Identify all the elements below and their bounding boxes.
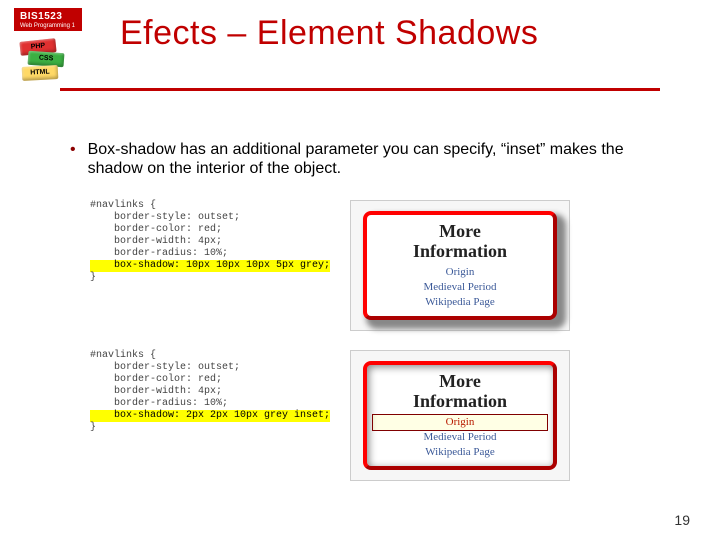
demo-heading-l2: Information: [413, 391, 507, 411]
demo-preview-1: More Information Origin Medieval Period …: [350, 200, 570, 331]
course-code: BIS1523: [20, 11, 76, 22]
course-badge: BIS1523 Web Programming 1: [14, 8, 82, 31]
slide-title: Efects – Element Shadows: [120, 14, 680, 53]
demo-box-inset: More Information Origin Medieval Period …: [363, 361, 557, 470]
example-2: #navlinks { border-style: outset; border…: [90, 350, 680, 481]
code-line: border-style: outset;: [90, 212, 240, 223]
demo-heading: More Information: [377, 371, 543, 411]
demo-heading-l1: More: [439, 221, 481, 241]
demo-heading-l1: More: [439, 371, 481, 391]
demo-link-origin: Origin: [377, 265, 543, 280]
demo-link-wikipedia: Wikipedia Page: [377, 445, 543, 460]
demo-heading: More Information: [377, 221, 543, 261]
code-line: border-style: outset;: [90, 362, 240, 373]
divider-line: [60, 88, 660, 91]
code-line: border-radius: 10%;: [90, 248, 228, 259]
demo-link-wikipedia: Wikipedia Page: [377, 295, 543, 310]
code-line: #navlinks {: [90, 200, 156, 211]
code-line: border-width: 4px;: [90, 386, 222, 397]
demo-link-medieval: Medieval Period: [377, 430, 543, 445]
demo-heading-l2: Information: [413, 241, 507, 261]
demo-link-medieval: Medieval Period: [377, 280, 543, 295]
lego-logo: PHP CSS HTML: [14, 40, 74, 90]
code-line: }: [90, 272, 96, 283]
demo-link-origin-hover: Origin: [377, 415, 543, 430]
bullet-item: • Box-shadow has an additional parameter…: [70, 140, 670, 178]
demo-preview-2: More Information Origin Medieval Period …: [350, 350, 570, 481]
course-subtitle: Web Programming 1: [20, 23, 76, 29]
code-highlight: box-shadow: 10px 10px 10px 5px grey;: [90, 260, 330, 272]
code-line: #navlinks {: [90, 350, 156, 361]
code-block-1: #navlinks { border-style: outset; border…: [90, 200, 320, 284]
code-block-2: #navlinks { border-style: outset; border…: [90, 350, 320, 434]
bullet-marker: •: [70, 140, 76, 178]
brick-html: HTML: [22, 65, 59, 81]
page-number: 19: [674, 512, 690, 528]
demo-box-outer: More Information Origin Medieval Period …: [363, 211, 557, 320]
example-1: #navlinks { border-style: outset; border…: [90, 200, 680, 331]
code-highlight: box-shadow: 2px 2px 10px grey inset;: [90, 410, 330, 422]
code-line: border-color: red;: [90, 374, 222, 385]
code-line: border-color: red;: [90, 224, 222, 235]
code-line: }: [90, 422, 96, 433]
code-line: border-radius: 10%;: [90, 398, 228, 409]
bullet-text: Box-shadow has an additional parameter y…: [88, 140, 670, 178]
code-line: border-width: 4px;: [90, 236, 222, 247]
